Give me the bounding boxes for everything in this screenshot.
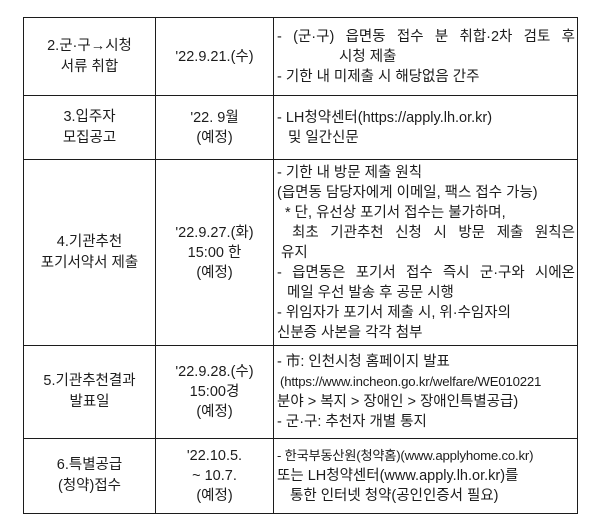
text-line: 모집공고 — [62, 129, 117, 146]
date-text: '22.10.5. ~ 10.7. (예정) — [157, 446, 273, 506]
date-text: '22.9.28.(수) 15:00경 (예정) — [157, 362, 273, 422]
text-line: ~ 10.7. — [192, 468, 237, 484]
text-line: (https://www.incheon.go.kr/welfare/WE010… — [280, 374, 542, 389]
text-line: - 기한 내 방문 제출 원칙 — [277, 164, 423, 181]
text-line: 및 일간신문 — [288, 129, 359, 146]
text-line: 15:00경 — [189, 384, 240, 400]
text-line: '22.10.5. — [186, 448, 243, 464]
date-cell: '22.10.5. ~ 10.7. (예정) — [155, 438, 274, 514]
date-text: '22.9.21.(수) — [157, 47, 273, 67]
date-cell: '22. 9월 (예정) — [155, 95, 274, 160]
date-cell: '22.9.28.(수) 15:00경 (예정) — [155, 345, 274, 439]
text-line: '22.9.27.(화) — [175, 224, 254, 241]
text-line: (예정) — [196, 264, 233, 281]
text-line: 3.입주자 — [63, 108, 116, 125]
details-text: - 기한 내 방문 제출 원칙 (읍면동 담당자에게 이메일, 팩스 접수 가능)… — [277, 163, 575, 343]
date-cell: '22.9.21.(수) — [155, 17, 274, 96]
details-text: - LH청약센터(https://apply.lh.or.kr) 및 일간신문 — [277, 108, 575, 148]
text-line: 서류 취합 — [60, 58, 119, 75]
text-line: 유지 — [281, 244, 308, 261]
text-line: (예정) — [196, 488, 233, 504]
item-text: 6.특별공급 (청약)접수 — [25, 455, 155, 497]
text-line: - 위임자가 포기서 제출 시, 위·수임자의 — [277, 304, 511, 321]
text-line: 발표일 — [69, 394, 110, 410]
date-text: '22. 9월 (예정) — [157, 108, 273, 148]
text-line: (읍면동 담당자에게 이메일, 팩스 접수 가능) — [277, 184, 538, 201]
details-cell: - 市: 인천시청 홈페이지 발표 (https://www.incheon.go… — [273, 345, 578, 439]
details-cell: - LH청약센터(https://apply.lh.or.kr) 및 일간신문 — [273, 95, 578, 160]
date-cell: '22.9.27.(화) 15:00 한 (예정) — [155, 159, 274, 346]
text-line: * 단, 유선상 포기서 접수는 불가하며, — [285, 204, 506, 221]
text-line: 최초 기관추천 신청 시 방문 제출 원칙은 — [292, 224, 575, 241]
text-line: '22. 9월 — [190, 109, 239, 126]
text-line: 신분증 사본을 각각 첨부 — [277, 324, 423, 341]
text-line: 2.군·구→시청 — [47, 37, 132, 54]
text-line: - LH청약센터(https://apply.lh.or.kr) — [277, 109, 493, 126]
text-line: '22.9.21.(수) — [175, 48, 254, 65]
text-line: 5.기관추천결과 — [43, 373, 136, 389]
details-text: - 한국부동산원(청약홈)(www.applyhome.co.kr) 또는 LH청… — [277, 446, 575, 506]
text-line: - 군·구: 추천자 개별 통지 — [277, 414, 427, 430]
text-line: (예정) — [196, 404, 233, 420]
text-line: 메일 우선 발송 후 공문 시행 — [287, 284, 454, 301]
text-line: - 市: 인천시청 홈페이지 발표 — [277, 354, 450, 370]
text-line: 분야 > 복지 > 장애인 > 장애인특별공급) — [277, 394, 519, 410]
date-text: '22.9.27.(화) 15:00 한 (예정) — [157, 223, 273, 283]
details-cell: - 한국부동산원(청약홈)(www.applyhome.co.kr) 또는 LH청… — [273, 438, 578, 514]
text-line: 15:00 한 — [187, 244, 242, 261]
text-line: 또는 LH청약센터(www.apply.lh.or.kr)를 — [277, 468, 519, 484]
text-line: '22.9.28.(수) — [175, 364, 254, 380]
table-row: 6.특별공급 (청약)접수 '22.10.5. ~ 10.7. (예정) - 한국부동… — [23, 438, 578, 514]
text-line: - 한국부동산원(청약홈)(www.applyhome.co.kr) — [277, 448, 534, 463]
details-text: - 市: 인천시청 홈페이지 발표 (https://www.incheon.go… — [277, 352, 575, 432]
text-line: 6.특별공급 — [56, 457, 123, 473]
details-cell: - 기한 내 방문 제출 원칙 (읍면동 담당자에게 이메일, 팩스 접수 가능)… — [273, 159, 578, 346]
text-line: (청약)접수 — [57, 478, 122, 494]
text-line: 4.기관추천 — [56, 233, 123, 250]
text-line: 포기서약서 제출 — [40, 254, 139, 271]
text-line: 통한 인터넷 청약(공인인증서 필요) — [290, 488, 499, 504]
text-line: 시청 제출 — [339, 48, 397, 65]
text-line: - 읍면동은 포기서 접수 즉시 군·구와 시에온 — [277, 264, 575, 281]
text-line: - (군·구) 읍면동 접수 분 취합·2차 검토 후 — [277, 28, 575, 45]
text-line: - 기한 내 미제출 시 해당없음 간주 — [277, 68, 480, 85]
item-cell: 6.특별공급 (청약)접수 — [23, 438, 156, 514]
text-line: (예정) — [196, 129, 233, 146]
